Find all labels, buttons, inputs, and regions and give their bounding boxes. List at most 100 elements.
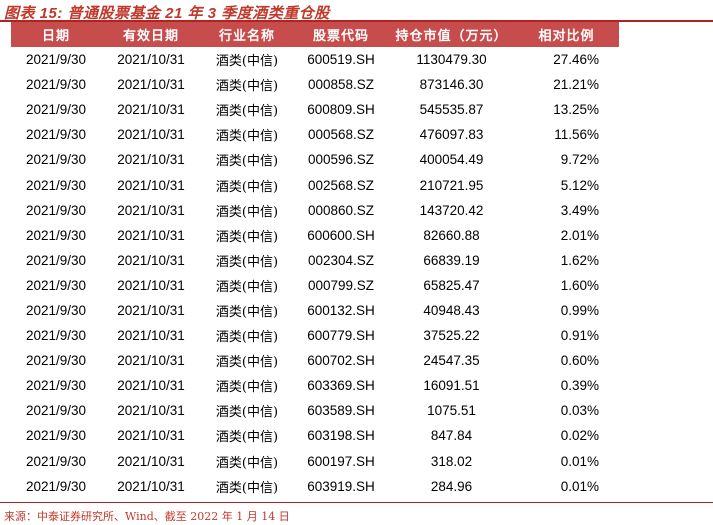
cell-market-value: 66839.19 — [423, 252, 480, 268]
cell-date: 2021/9/30 — [25, 227, 87, 243]
table-row: 2021/9/30 2021/10/31 酒类(中信) 002568.SZ 210721… — [11, 172, 619, 197]
cell-industry: 酒类(中信) — [215, 104, 279, 120]
cell-stock-code: 000860.SZ — [307, 202, 375, 218]
cell-stock-code: 002304.SZ — [307, 252, 375, 268]
cell-effective-date: 2021/10/31 — [117, 127, 185, 143]
cell-effective-date: 2021/10/31 — [117, 52, 185, 68]
cell-market-value: 873146.30 — [419, 77, 484, 93]
cell-ratio: 21.21% — [553, 77, 599, 93]
cell-ratio: 0.60% — [560, 353, 599, 369]
cell-ratio: 11.56% — [554, 127, 599, 143]
cell-market-value: 24547.35 — [423, 353, 480, 369]
cell-stock-code: 600600.SH — [307, 227, 375, 243]
cell-market-value: 847.84 — [430, 428, 473, 444]
cell-ratio: 13.25% — [553, 102, 599, 118]
cell-industry: 酒类(中信) — [215, 129, 279, 145]
cell-market-value: 545535.87 — [419, 102, 484, 118]
cell-industry: 酒类(中信) — [215, 79, 279, 95]
cell-ratio: 0.39% — [560, 378, 599, 394]
cell-effective-date: 2021/10/31 — [117, 227, 185, 243]
table-row: 2021/9/30 2021/10/31 酒类(中信) 603919.SH 284.96… — [11, 474, 619, 499]
table-row: 2021/9/30 2021/10/31 酒类(中信) 002304.SZ 66839.… — [11, 248, 619, 273]
cell-industry: 酒类(中信) — [215, 279, 279, 295]
cell-date: 2021/9/30 — [25, 177, 87, 193]
cell-industry: 酒类(中信) — [215, 254, 279, 270]
cell-effective-date: 2021/10/31 — [117, 378, 185, 394]
cell-industry: 酒类(中信) — [215, 54, 279, 70]
cell-date: 2021/9/30 — [25, 52, 87, 68]
cell-market-value: 82660.88 — [423, 227, 480, 243]
cell-stock-code: 603919.SH — [307, 478, 375, 494]
col-header-date: 日期 — [11, 22, 101, 47]
cell-ratio: 1.60% — [560, 277, 599, 293]
cell-effective-date: 2021/10/31 — [117, 177, 185, 193]
cell-industry: 酒类(中信) — [215, 405, 279, 421]
cell-date: 2021/9/30 — [25, 277, 87, 293]
cell-effective-date: 2021/10/31 — [117, 102, 185, 118]
cell-industry: 酒类(中信) — [215, 330, 279, 346]
cell-effective-date: 2021/10/31 — [117, 353, 185, 369]
cell-stock-code: 000568.SZ — [307, 127, 375, 143]
cell-ratio: 0.01% — [560, 478, 599, 494]
cell-ratio: 0.03% — [560, 403, 599, 419]
cell-ratio: 3.49% — [560, 202, 599, 218]
cell-date: 2021/9/30 — [25, 202, 87, 218]
table-header-row: 日期 有效日期 行业名称 股票代码 持仓市值（万元） 相对比例 — [11, 22, 619, 47]
cell-effective-date: 2021/10/31 — [117, 478, 185, 494]
figure-title: 图表 15: 普通股票基金 21 年 3 季度酒类重仓股 — [4, 5, 330, 22]
cell-date: 2021/9/30 — [25, 403, 87, 419]
cell-market-value: 1130479.30 — [416, 52, 487, 68]
table-row: 2021/9/30 2021/10/31 酒类(中信) 000860.SZ 143720… — [11, 198, 619, 223]
cell-ratio: 1.62% — [560, 252, 599, 268]
cell-effective-date: 2021/10/31 — [117, 302, 185, 318]
cell-effective-date: 2021/10/31 — [117, 453, 185, 469]
cell-date: 2021/9/30 — [25, 353, 87, 369]
table-row: 2021/9/30 2021/10/31 酒类(中信) 600132.SH 40948.… — [11, 298, 619, 323]
cell-date: 2021/9/30 — [25, 152, 87, 168]
cell-ratio: 0.99% — [560, 302, 599, 318]
cell-stock-code: 000858.SZ — [307, 77, 375, 93]
cell-stock-code: 600132.SH — [307, 302, 375, 318]
cell-effective-date: 2021/10/31 — [117, 428, 185, 444]
cell-market-value: 16091.51 — [423, 378, 480, 394]
cell-industry: 酒类(中信) — [215, 480, 279, 496]
title-divider — [0, 20, 713, 22]
cell-stock-code: 600197.SH — [307, 453, 375, 469]
cell-date: 2021/9/30 — [25, 102, 87, 118]
table-row: 2021/9/30 2021/10/31 酒类(中信) 603589.SH 1075.5… — [11, 398, 619, 423]
cell-date: 2021/9/30 — [25, 127, 87, 143]
cell-date: 2021/9/30 — [25, 302, 87, 318]
cell-date: 2021/9/30 — [25, 428, 87, 444]
cell-industry: 酒类(中信) — [215, 179, 279, 195]
cell-date: 2021/9/30 — [25, 77, 87, 93]
table-row: 2021/9/30 2021/10/31 酒类(中信) 600702.SH 24547.… — [11, 348, 619, 373]
table-row: 2021/9/30 2021/10/31 酒类(中信) 000596.SZ 400054… — [11, 147, 619, 172]
cell-effective-date: 2021/10/31 — [117, 328, 185, 344]
cell-industry: 酒类(中信) — [215, 304, 279, 320]
cell-stock-code: 002568.SZ — [307, 177, 375, 193]
cell-ratio: 2.01% — [560, 227, 599, 243]
cell-stock-code: 600519.SH — [307, 52, 375, 68]
cell-effective-date: 2021/10/31 — [117, 152, 185, 168]
table-row: 2021/9/30 2021/10/31 酒类(中信) 603198.SH 847.84… — [11, 423, 619, 448]
cell-stock-code: 603369.SH — [307, 378, 375, 394]
table-row: 2021/9/30 2021/10/31 酒类(中信) 600519.SH 113047… — [11, 47, 619, 72]
cell-effective-date: 2021/10/31 — [117, 252, 185, 268]
cell-market-value: 318.02 — [430, 453, 473, 469]
col-header-market-value: 持仓市值（万元） — [389, 22, 514, 47]
cell-date: 2021/9/30 — [25, 328, 87, 344]
cell-ratio: 0.91% — [560, 328, 599, 344]
bottom-divider — [0, 502, 713, 503]
cell-industry: 酒类(中信) — [215, 380, 279, 396]
cell-industry: 酒类(中信) — [215, 430, 279, 446]
col-header-effective-date: 有效日期 — [101, 22, 201, 47]
cell-ratio: 9.72% — [560, 152, 599, 168]
cell-stock-code: 600809.SH — [307, 102, 375, 118]
cell-market-value: 40948.43 — [423, 302, 480, 318]
table-row: 2021/9/30 2021/10/31 酒类(中信) 603369.SH 16091.… — [11, 373, 619, 398]
table-body: 2021/9/30 2021/10/31 酒类(中信) 600519.SH 113047… — [11, 47, 619, 499]
cell-market-value: 210721.95 — [419, 177, 484, 193]
cell-date: 2021/9/30 — [25, 453, 87, 469]
table-row: 2021/9/30 2021/10/31 酒类(中信) 600600.SH 82660.… — [11, 223, 619, 248]
cell-market-value: 400054.49 — [419, 152, 484, 168]
